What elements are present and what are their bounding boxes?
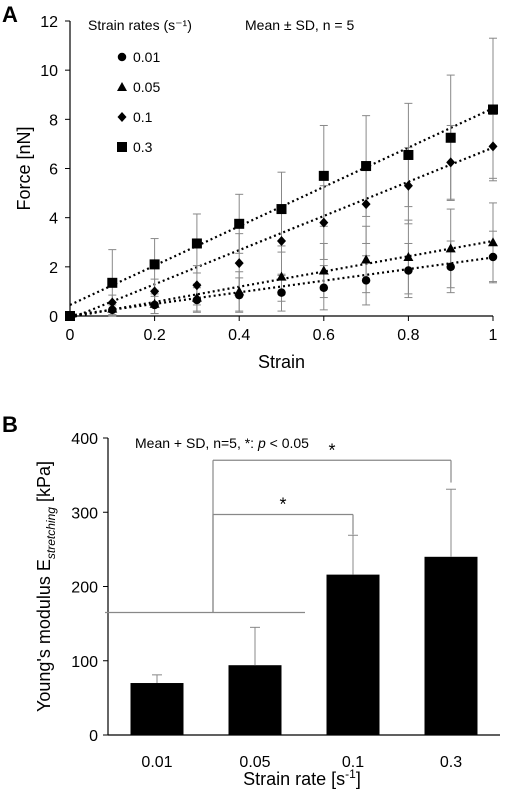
data-point-diamond bbox=[361, 199, 371, 210]
data-point-diamond bbox=[234, 258, 244, 269]
data-point-triangle bbox=[318, 265, 329, 275]
panel-a-x-tick-label: 0 bbox=[66, 327, 75, 344]
significance-star: * bbox=[279, 494, 286, 514]
data-point-triangle bbox=[361, 254, 372, 264]
data-point-square bbox=[65, 311, 75, 321]
data-point-triangle bbox=[107, 303, 118, 313]
data-point-diamond bbox=[150, 286, 160, 297]
data-point-square bbox=[318, 170, 329, 181]
panel-a-y-tick-label: 10 bbox=[40, 63, 58, 80]
legend-label: 0.3 bbox=[133, 139, 153, 155]
data-point-square bbox=[445, 132, 456, 143]
significance-star: * bbox=[328, 440, 335, 460]
data-point-circle bbox=[277, 288, 286, 297]
panel-a-y-tick-label: 12 bbox=[40, 14, 58, 31]
panel-b-x-tick-label: 0.01 bbox=[141, 754, 172, 771]
panel-a-x-tick-label: 1 bbox=[489, 327, 498, 344]
data-point-triangle bbox=[149, 298, 160, 308]
panel-a-y-axis-title: Force [nN] bbox=[14, 126, 34, 210]
data-point-triangle bbox=[276, 271, 287, 281]
data-point-circle bbox=[319, 283, 329, 292]
legend-marker-diamond bbox=[117, 112, 127, 122]
panel-b-x-tick-label: 0.3 bbox=[440, 754, 462, 771]
data-point-diamond bbox=[107, 297, 117, 308]
panel-b-y-tick-label: 300 bbox=[71, 505, 98, 522]
panel-a-x-tick-label: 0.6 bbox=[313, 327, 335, 344]
panel-a-y-tick-label: 8 bbox=[49, 112, 58, 129]
data-point-square bbox=[403, 149, 414, 160]
data-point-square bbox=[488, 104, 498, 115]
bar-0.05 bbox=[228, 665, 282, 735]
data-point-triangle bbox=[403, 252, 414, 261]
legend-marker-triangle bbox=[117, 82, 127, 91]
panel-a-annotation: Mean ± SD, n = 5 bbox=[245, 17, 354, 33]
bar-0.1 bbox=[326, 574, 380, 735]
bar-0.01 bbox=[130, 683, 184, 735]
data-point-triangle bbox=[191, 292, 202, 302]
panel-b: B 0 100 200 300 400 0.01 0.05 0.1 0.3 * * Mean +… bbox=[2, 412, 500, 789]
bar-0.3 bbox=[424, 556, 478, 735]
data-point-square bbox=[234, 218, 245, 229]
legend-label: 0.05 bbox=[133, 79, 160, 95]
data-point-triangle bbox=[488, 237, 498, 247]
panel-b-y-tick-label: 400 bbox=[71, 431, 98, 448]
panel-b-label: B bbox=[2, 412, 18, 437]
trendline-2 bbox=[69, 146, 494, 320]
legend-label: 0.1 bbox=[133, 109, 153, 125]
data-point-square bbox=[107, 277, 118, 288]
data-point-triangle bbox=[234, 286, 245, 296]
legend-label: 0.01 bbox=[133, 49, 160, 65]
trendline-1 bbox=[69, 239, 494, 319]
legend-marker-circle bbox=[117, 52, 127, 62]
panel-a-legend-title: Strain rates (s⁻¹) bbox=[88, 17, 192, 33]
data-point-diamond bbox=[403, 180, 413, 191]
legend-marker-square bbox=[117, 142, 127, 152]
data-point-diamond bbox=[277, 236, 286, 247]
panel-a-x-tick-label: 0.2 bbox=[143, 327, 165, 344]
data-point-diamond bbox=[319, 217, 329, 228]
panel-a-y-tick-label: 0 bbox=[49, 309, 58, 326]
panel-a: A 0 2 4 6 8 10 12 0 0.2 0.4 0.6 0.8 1 Strain Force … bbox=[2, 2, 498, 372]
data-point-square bbox=[361, 161, 372, 172]
data-point-circle bbox=[361, 276, 371, 285]
panel-a-label: A bbox=[2, 2, 18, 27]
panel-a-x-tick-label: 0.4 bbox=[228, 327, 250, 344]
data-point-diamond bbox=[488, 141, 498, 152]
panel-b-y-tick-label: 100 bbox=[71, 654, 98, 671]
panel-a-y-tick-label: 6 bbox=[49, 162, 58, 179]
panel-a-y-tick-label: 2 bbox=[49, 260, 58, 277]
panel-b-x-tick-label: 0.05 bbox=[239, 754, 270, 771]
data-point-square bbox=[149, 259, 160, 270]
data-point-circle bbox=[404, 266, 413, 275]
panel-b-y-tick-label: 0 bbox=[89, 728, 98, 745]
panel-b-y-axis-title: Young's modulus Estretching [kPa] bbox=[34, 461, 58, 712]
data-point-diamond bbox=[446, 157, 456, 168]
data-point-triangle bbox=[445, 243, 456, 253]
data-point-circle bbox=[488, 252, 498, 262]
panel-b-y-tick-label: 200 bbox=[71, 580, 98, 597]
trendline-0 bbox=[69, 256, 494, 317]
panel-a-x-axis-title: Strain bbox=[258, 352, 305, 372]
data-point-square bbox=[191, 238, 202, 249]
data-point-square bbox=[276, 204, 287, 215]
panel-b-x-axis-title: Strain rate [s-1] bbox=[243, 767, 361, 789]
data-point-circle bbox=[446, 262, 455, 272]
panel-b-x-tick-label: 0.1 bbox=[342, 754, 364, 771]
data-point-diamond bbox=[192, 280, 202, 291]
panel-b-annotation: Mean + SD, n=5, *: p < 0.05 bbox=[135, 435, 309, 451]
panel-a-y-tick-label: 4 bbox=[49, 211, 58, 228]
panel-a-x-tick-label: 0.8 bbox=[397, 327, 419, 344]
